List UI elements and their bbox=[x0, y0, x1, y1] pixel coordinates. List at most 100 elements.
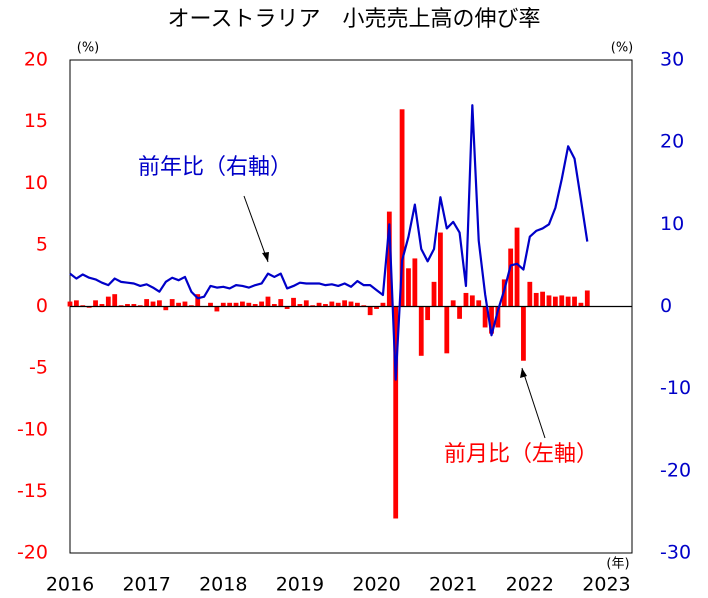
x-unit: (年) bbox=[606, 557, 629, 572]
y2-tick-label: 30 bbox=[660, 49, 684, 71]
bar bbox=[329, 301, 335, 307]
y-tick-label: 0 bbox=[36, 295, 48, 317]
bar bbox=[150, 301, 156, 307]
bar bbox=[278, 299, 284, 307]
bar bbox=[316, 302, 322, 307]
bar bbox=[246, 302, 252, 307]
bar bbox=[240, 301, 245, 307]
bar bbox=[157, 300, 162, 307]
bar bbox=[86, 306, 92, 308]
arrow-head bbox=[262, 252, 269, 262]
bar bbox=[252, 304, 258, 307]
x-tick-label: 2019 bbox=[276, 574, 324, 596]
y2-unit: (%) bbox=[611, 41, 634, 56]
bar bbox=[386, 211, 392, 307]
bar bbox=[354, 302, 360, 307]
series-label: 前年比（右軸） bbox=[138, 155, 292, 180]
y2-tick-label: -20 bbox=[660, 459, 691, 481]
bar bbox=[137, 305, 143, 307]
y2-tick-label: -30 bbox=[660, 542, 691, 564]
y-tick-label: -5 bbox=[29, 357, 48, 379]
y-tick-label: -10 bbox=[17, 418, 48, 440]
bar bbox=[463, 292, 469, 307]
annotation-arrow bbox=[521, 367, 546, 439]
bar bbox=[399, 109, 405, 307]
bar bbox=[527, 281, 533, 307]
bar bbox=[259, 301, 264, 307]
bar bbox=[67, 301, 73, 307]
bar bbox=[99, 304, 105, 307]
line bbox=[69, 104, 589, 381]
y2-tick-label: 20 bbox=[660, 131, 684, 153]
bar bbox=[367, 306, 373, 316]
bar bbox=[131, 304, 137, 307]
chart-title: オーストラリア 小売売上高の伸び率 bbox=[168, 7, 541, 32]
bar bbox=[80, 305, 86, 307]
y-tick-label: 20 bbox=[24, 49, 48, 71]
bar bbox=[489, 306, 494, 334]
bar bbox=[418, 306, 424, 356]
y-tick-label: 10 bbox=[24, 172, 48, 194]
bar bbox=[176, 302, 181, 307]
x-tick-label: 2016 bbox=[46, 574, 94, 596]
bar bbox=[578, 302, 584, 307]
bar bbox=[291, 297, 296, 307]
bar bbox=[406, 268, 411, 307]
y2-tick-label: -10 bbox=[660, 377, 691, 399]
bar bbox=[457, 306, 462, 319]
bar bbox=[112, 294, 118, 307]
x-tick-label: 2022 bbox=[506, 574, 554, 596]
bar bbox=[105, 296, 111, 307]
bar bbox=[540, 291, 545, 307]
bar bbox=[559, 295, 565, 307]
bar bbox=[514, 227, 520, 307]
x-tick-label: 2018 bbox=[199, 574, 247, 596]
bar bbox=[431, 281, 437, 307]
series-label: 前月比（左軸） bbox=[444, 442, 598, 467]
bar bbox=[125, 304, 130, 307]
bar bbox=[374, 306, 379, 309]
x-tick-label: 2020 bbox=[352, 574, 400, 596]
bar bbox=[348, 301, 354, 307]
x-tick-label: 2021 bbox=[429, 574, 477, 596]
bar bbox=[233, 302, 239, 307]
bar bbox=[169, 299, 175, 307]
bar bbox=[271, 304, 277, 307]
bar bbox=[303, 300, 309, 307]
bar bbox=[476, 300, 482, 307]
bar bbox=[188, 305, 194, 307]
bar bbox=[572, 296, 577, 307]
bar bbox=[227, 302, 233, 307]
bar bbox=[584, 290, 590, 307]
bar bbox=[310, 305, 316, 307]
y-tick-label: 5 bbox=[36, 233, 48, 255]
bar bbox=[195, 294, 201, 307]
bar bbox=[163, 306, 169, 311]
bar bbox=[297, 304, 303, 307]
bar bbox=[533, 292, 539, 307]
bar bbox=[425, 306, 431, 321]
bar bbox=[508, 248, 514, 307]
bar bbox=[565, 296, 571, 307]
bar bbox=[412, 258, 418, 307]
y-tick-label: 15 bbox=[24, 110, 48, 132]
bar bbox=[521, 306, 526, 361]
bar bbox=[265, 296, 271, 307]
x-tick-label: 2023 bbox=[582, 574, 630, 596]
bar bbox=[144, 299, 150, 307]
annotation-arrow bbox=[243, 195, 269, 263]
bar bbox=[444, 306, 450, 354]
arrow-head bbox=[520, 368, 527, 378]
bar bbox=[73, 300, 79, 307]
bar bbox=[361, 305, 367, 307]
bar bbox=[118, 305, 124, 307]
bar bbox=[284, 306, 290, 309]
bar bbox=[482, 306, 488, 328]
y2-tick-label: 0 bbox=[660, 295, 672, 317]
y2-tick-label: 10 bbox=[660, 213, 684, 235]
y-tick-label: -15 bbox=[17, 480, 48, 502]
bar bbox=[380, 302, 386, 307]
bar bbox=[393, 306, 399, 519]
bar bbox=[342, 300, 348, 307]
